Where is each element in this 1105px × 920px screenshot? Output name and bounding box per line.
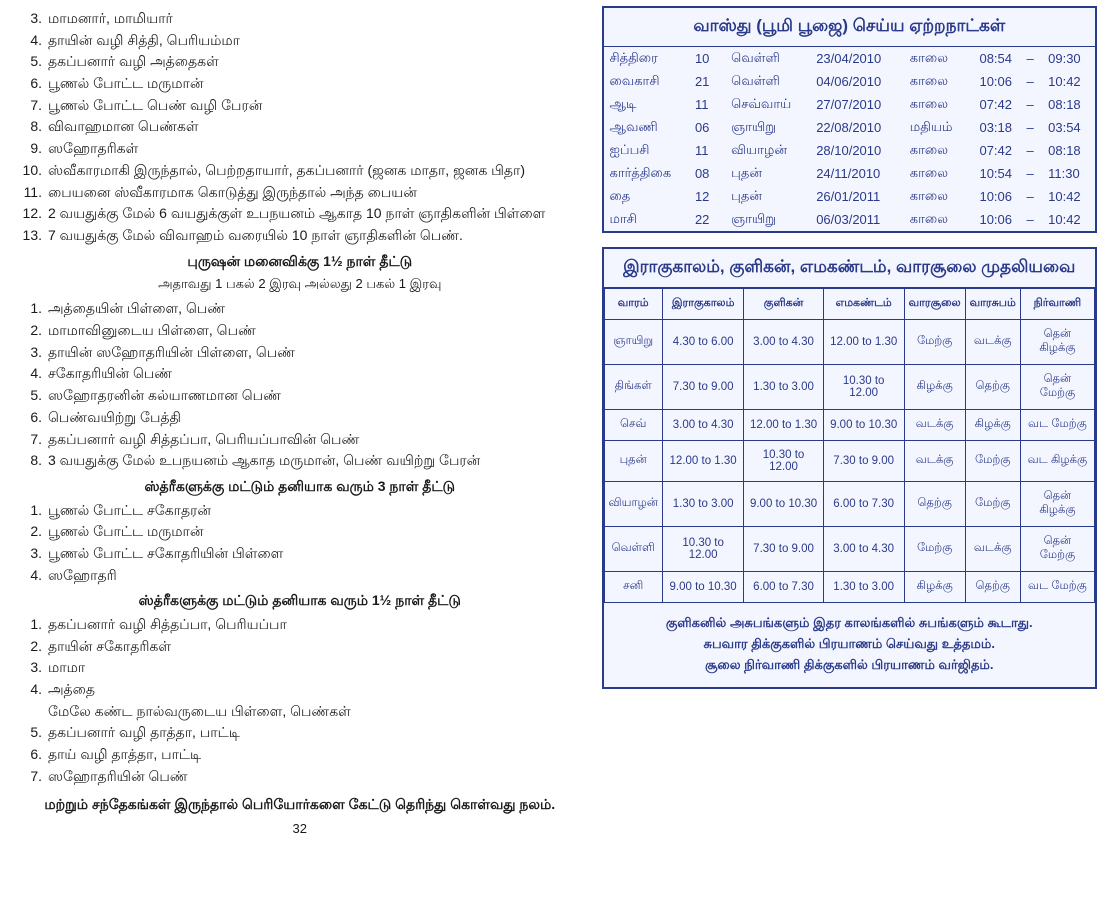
table-row: ஞாயிறு4.30 to 6.003.00 to 4.3012.00 to 1… <box>604 320 1095 365</box>
table-row: ஆவணி06ஞாயிறு22/08/2010மதியம்03:18–03:54 <box>604 116 1096 139</box>
list-item: 7.பூணல் போட்ட பெண் வழி பேரன் <box>18 95 582 117</box>
list-item: 3.மாமா <box>18 657 582 679</box>
rahu-footer: குளிகனில் அசுபங்களும் இதர காலங்களில் சுப… <box>604 603 1096 687</box>
heading-b: புருஷன் மனைவிக்கு 1½ நாள் தீட்டு <box>18 251 582 273</box>
right-tables-column: வாஸ்து (பூமி பூஜை) செய்ய ஏற்றநாட்கள் சித… <box>594 0 1105 920</box>
list-item: 4.அத்தைமேலே கண்ட நால்வருடைய பிள்ளை, பெண்… <box>18 679 582 722</box>
footer-text: மற்றும் சந்தேகங்கள் இருந்தால் பெரியோர்கள… <box>18 794 582 816</box>
table-row: வியாழன்1.30 to 3.009.00 to 10.306.00 to … <box>604 482 1095 527</box>
heading-d: ஸ்த்ரீகளுக்கு மட்டும் தனியாக வரும் 1½ நா… <box>18 590 582 612</box>
list-item: 4.ஸஹோதரி <box>18 565 582 587</box>
list-item: 6.பெண்வயிற்று பேத்தி <box>18 407 582 429</box>
list-item: 10.ஸ்வீகாரமாகி இருந்தால், பெற்றதாயார், த… <box>18 160 582 182</box>
table-row: வெள்ளி10.30 to 12.007.30 to 9.003.00 to … <box>604 527 1095 572</box>
vastu-table: சித்திரை10வெள்ளி23/04/2010காலை08:54–09:3… <box>604 47 1096 231</box>
page-number: 32 <box>18 819 582 839</box>
table-row: வைகாசி21வெள்ளி04/06/2010காலை10:06–10:42 <box>604 70 1096 93</box>
list-item: 4.சகோதரியின் பெண் <box>18 363 582 385</box>
table-row: ஆடி11செவ்வாய்27/07/2010காலை07:42–08:18 <box>604 93 1096 116</box>
list-item: 2.மாமாவினுடைய பிள்ளை, பெண் <box>18 320 582 342</box>
table-header: குளிகன் <box>744 289 823 320</box>
list-item: 8.3 வயதுக்கு மேல் உபநயனம் ஆகாத மருமான், … <box>18 450 582 472</box>
list-item: 4.தாயின் வழி சித்தி, பெரியம்மா <box>18 30 582 52</box>
table-header: வாரசூலை <box>904 289 965 320</box>
table-row: கார்த்திகை08புதன்24/11/2010காலை10:54–11:… <box>604 162 1096 185</box>
table-row: சித்திரை10வெள்ளி23/04/2010காலை08:54–09:3… <box>604 47 1096 70</box>
table-row: தை12புதன்26/01/2011காலை10:06–10:42 <box>604 185 1096 208</box>
table-row: செவ்3.00 to 4.3012.00 to 1.309.00 to 10.… <box>604 410 1095 441</box>
list-item: 5.ஸஹோதரனின் கல்யாணமான பெண் <box>18 385 582 407</box>
list-item: 1.அத்தையின் பிள்ளை, பெண் <box>18 298 582 320</box>
list-item: 11.பையனை ஸ்வீகாரமாக கொடுத்து இருந்தால் அ… <box>18 182 582 204</box>
list-item: 5.தகப்பனார் வழி அத்தைகள் <box>18 51 582 73</box>
list-item: 12.2 வயதுக்கு மேல் 6 வயதுக்குள் உபநயனம் … <box>18 203 582 225</box>
table-header: இராகுகாலம் <box>662 289 744 320</box>
rahu-table: வாரம்இராகுகாலம்குளிகன்எமகண்டம்வாரசூலைவார… <box>604 288 1096 603</box>
table-row: ஐப்பசி11வியாழன்28/10/2010காலை07:42–08:18 <box>604 139 1096 162</box>
list-item: 5.தகப்பனார் வழி தாத்தா, பாட்டி <box>18 722 582 744</box>
list-item: 1.தகப்பனார் வழி சித்தப்பா, பெரியப்பா <box>18 614 582 636</box>
list-item: 6.தாய் வழி தாத்தா, பாட்டி <box>18 744 582 766</box>
table-header: வாரசுபம் <box>965 289 1020 320</box>
table-header: வாரம் <box>604 289 662 320</box>
list-item: 6.பூணல் போட்ட மருமான் <box>18 73 582 95</box>
table-row: சனி9.00 to 10.306.00 to 7.301.30 to 3.00… <box>604 572 1095 603</box>
rahu-title: இராகுகாலம், குளிகன், எமகண்டம், வாரசூலை ம… <box>604 249 1096 288</box>
list-item: 7.ஸஹோதரியின் பெண் <box>18 766 582 788</box>
list-item: 2.பூணல் போட்ட மருமான் <box>18 521 582 543</box>
list-item: 3.மாமனார், மாமியார் <box>18 8 582 30</box>
left-text-column: 3.மாமனார், மாமியார்4.தாயின் வழி சித்தி, … <box>0 0 594 920</box>
list-item: 9.ஸஹோதரிகள் <box>18 138 582 160</box>
list-item: 3.பூணல் போட்ட சகோதரியின் பிள்ளை <box>18 543 582 565</box>
vastu-box: வாஸ்து (பூமி பூஜை) செய்ய ஏற்றநாட்கள் சித… <box>602 6 1098 233</box>
rahu-box: இராகுகாலம், குளிகன், எமகண்டம், வாரசூலை ம… <box>602 247 1098 689</box>
list-item: 2.தாயின் சகோதரிகள் <box>18 636 582 658</box>
sub-b: அதாவது 1 பகல் 2 இரவு அல்லது 2 பகல் 1 இரவ… <box>18 274 582 294</box>
table-header: நிர்வாணி <box>1020 289 1094 320</box>
vastu-title: வாஸ்து (பூமி பூஜை) செய்ய ஏற்றநாட்கள் <box>604 8 1096 47</box>
table-header: எமகண்டம் <box>823 289 904 320</box>
table-row: புதன்12.00 to 1.3010.30 to 12.007.30 to … <box>604 441 1095 482</box>
list-item: 7.தகப்பனார் வழி சித்தப்பா, பெரியப்பாவின்… <box>18 429 582 451</box>
table-row: மாசி22ஞாயிறு06/03/2011காலை10:06–10:42 <box>604 208 1096 231</box>
list-item: 13.7 வயதுக்கு மேல் விவாஹம் வரையில் 10 நா… <box>18 225 582 247</box>
list-item: 1.பூணல் போட்ட சகோதரன் <box>18 500 582 522</box>
table-row: திங்கள்7.30 to 9.001.30 to 3.0010.30 to … <box>604 365 1095 410</box>
list-item: 3.தாயின் ஸஹோதரியின் பிள்ளை, பெண் <box>18 342 582 364</box>
heading-c: ஸ்த்ரீகளுக்கு மட்டும் தனியாக வரும் 3 நாள… <box>18 476 582 498</box>
list-item: 8.விவாஹமான பெண்கள் <box>18 116 582 138</box>
